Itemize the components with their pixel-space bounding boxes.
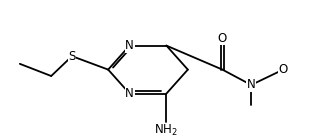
Text: O: O bbox=[279, 63, 288, 76]
Text: O: O bbox=[218, 32, 227, 45]
Text: NH$_2$: NH$_2$ bbox=[155, 122, 178, 137]
Text: N: N bbox=[125, 39, 134, 52]
Text: S: S bbox=[68, 50, 76, 63]
Text: N: N bbox=[125, 87, 134, 100]
Text: N: N bbox=[247, 78, 256, 91]
